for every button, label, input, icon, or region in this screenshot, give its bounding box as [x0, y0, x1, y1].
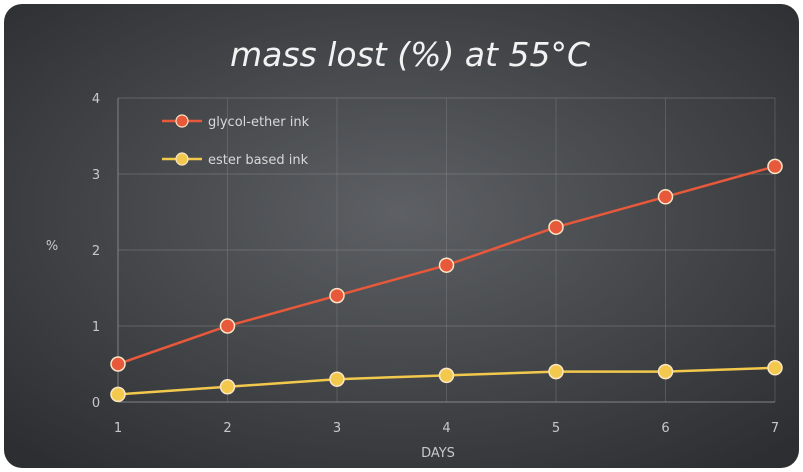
data-point [548, 219, 564, 235]
data-point [767, 158, 783, 175]
series-1 [110, 158, 783, 372]
legend-label: glycol-ether ink [208, 115, 310, 130]
data-point [219, 318, 236, 334]
data-point [438, 257, 455, 273]
legend-swatch-marker [175, 114, 189, 128]
x-tick-label: 3 [333, 421, 341, 436]
data-point [657, 189, 674, 205]
y-axis-ticks: 0 1 2 3 4 [92, 92, 100, 411]
y-axis-label: % [46, 239, 58, 254]
data-point [438, 367, 455, 384]
legend-item: glycol-ether ink [162, 114, 310, 130]
legend: glycol-ether ink ester based ink [162, 114, 310, 168]
data-point [219, 379, 236, 395]
x-tick-label: 4 [442, 421, 450, 436]
x-axis-ticks: 1 2 3 4 5 6 7 [114, 421, 779, 436]
series-2 [110, 360, 783, 403]
data-point [657, 363, 674, 380]
x-tick-label: 6 [661, 421, 669, 436]
x-axis-label: DAYS [421, 446, 455, 461]
y-tick-label: 3 [92, 168, 100, 183]
y-tick-label: 1 [92, 320, 100, 335]
data-point [548, 363, 564, 380]
y-tick-label: 4 [92, 92, 100, 107]
y-tick-label: 2 [92, 244, 100, 259]
legend-swatch-marker [175, 152, 189, 166]
x-tick-label: 2 [223, 421, 231, 436]
chart-title: mass lost (%) at 55°C [230, 35, 590, 74]
data-point [110, 356, 126, 372]
x-tick-label: 5 [552, 421, 560, 436]
gridlines [117, 97, 776, 403]
series-group [110, 158, 783, 403]
legend-item: ester based ink [162, 152, 309, 168]
data-point [767, 360, 783, 376]
data-point [110, 386, 126, 403]
data-point [329, 371, 345, 387]
x-tick-label: 7 [771, 421, 779, 436]
y-tick-label: 0 [92, 396, 100, 411]
legend-label: ester based ink [208, 153, 309, 168]
x-tick-label: 1 [114, 421, 122, 436]
chart-background [4, 4, 799, 468]
data-point [329, 287, 345, 304]
